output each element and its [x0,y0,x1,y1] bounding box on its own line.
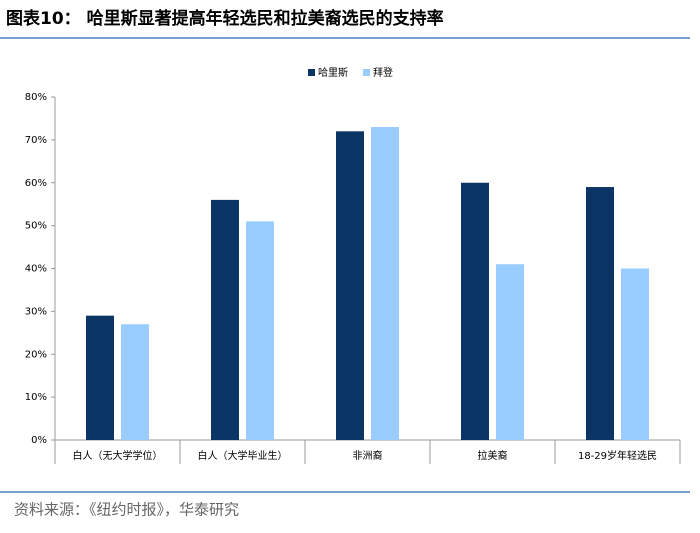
y-tick-label: 10% [25,392,47,403]
x-tick-label: 白人（无大学学位） [73,449,163,462]
bar [621,268,649,440]
x-tick-label: 非洲裔 [353,449,383,462]
bar [496,264,524,440]
legend-label: 拜登 [373,66,393,79]
bar [371,127,399,440]
source: 资料来源：《纽约时报》，华泰研究 [14,501,239,519]
y-tick-label: 40% [25,264,47,275]
y-tick-label: 50% [25,221,47,232]
legend-swatch [363,69,370,76]
bar [246,221,274,440]
bar [211,199,239,440]
y-tick-label: 70% [25,135,47,146]
y-tick-label: 0% [31,435,47,446]
y-tick-label: 30% [25,306,47,317]
y-tick-label: 60% [25,178,47,189]
y-tick-label: 80% [25,92,47,103]
x-tick-label: 拉美裔 [478,449,508,462]
legend-swatch [308,69,315,76]
x-tick-label: 18-29岁年轻选民 [578,449,657,462]
bar [586,187,614,440]
bar [121,324,149,440]
legend-label: 哈里斯 [318,66,348,79]
chart-title: 图表10： 哈里斯显著提高年轻选民和拉美裔选民的支持率 [6,8,444,29]
bar [461,182,489,440]
bar [86,315,114,440]
x-tick-label: 白人（大学毕业生） [198,449,288,462]
y-tick-label: 20% [25,349,47,360]
bar [336,131,364,441]
